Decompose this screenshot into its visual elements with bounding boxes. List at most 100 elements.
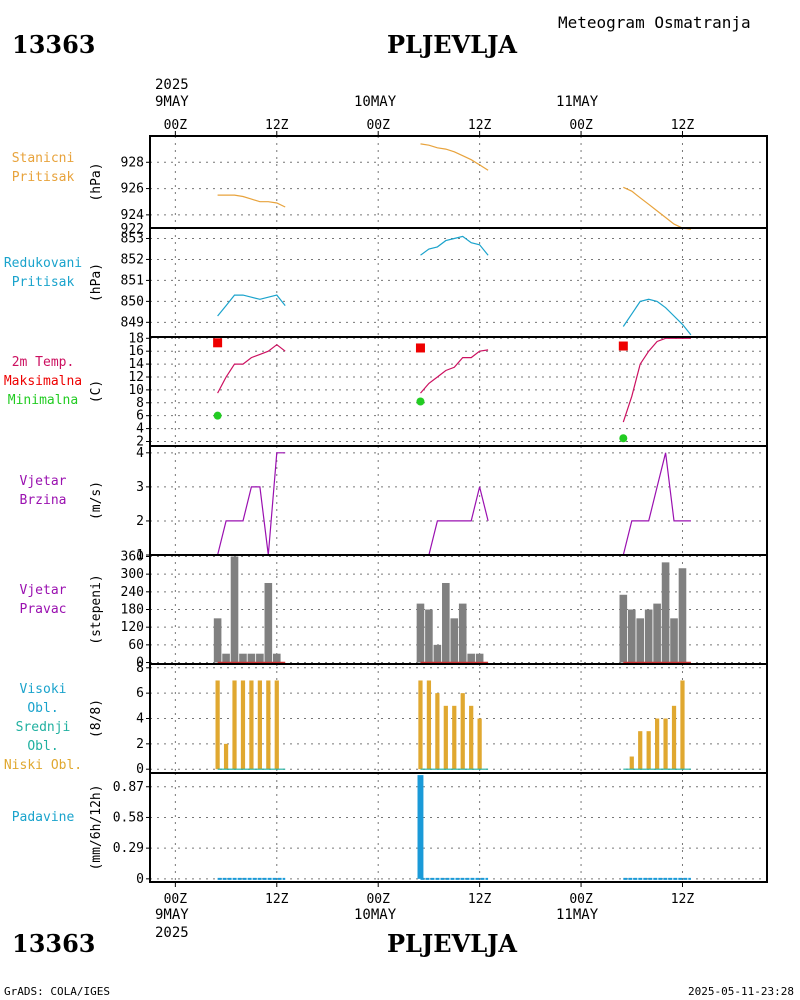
- y-tick-label: 852: [121, 252, 144, 267]
- panel-label-reduced-pressure: Redukovani Pritisak: [0, 254, 86, 292]
- y-tick-label: 1: [136, 548, 144, 563]
- bottom-hour-label: 12Z: [671, 892, 695, 907]
- cloud-bar: [469, 705, 474, 770]
- unit-label-reduced-pressure: (hPa): [89, 263, 104, 302]
- y-tick-label: 0: [136, 762, 144, 777]
- y-tick-label: 2: [136, 514, 144, 529]
- wdir-bar: [653, 603, 661, 663]
- render-timestamp: 2025-05-11-23:28: [688, 985, 794, 998]
- wdir-bar: [678, 568, 687, 663]
- y-tick-label: 0: [136, 656, 144, 671]
- y-tick-label: 60: [128, 638, 144, 653]
- unit-label-clouds: (8/8): [89, 699, 104, 738]
- tmax-marker: [618, 341, 628, 351]
- top-hour-label: 12Z: [265, 118, 289, 133]
- series-line-day2: [420, 349, 489, 394]
- cloud-bar: [655, 718, 660, 770]
- cloud-bar: [257, 680, 262, 770]
- panel-label-line: Stanicni: [11, 151, 75, 166]
- cloud-bar: [629, 756, 634, 770]
- panel-label-line: Maksimalna: [3, 374, 83, 389]
- y-tick-label: 6: [136, 409, 144, 424]
- y-tick-label: 2: [136, 434, 144, 449]
- panel-label-temperature: 2m Temp. Maksimalna Minimalna: [0, 353, 86, 410]
- bottom-day-label-11may: 11MAY: [556, 907, 599, 923]
- tmin-marker: [416, 397, 425, 406]
- wdir-bar: [272, 653, 281, 663]
- unit-label-wind-speed: (m/s): [89, 481, 104, 520]
- bottom-hour-label: 12Z: [265, 892, 289, 907]
- panel-label-line: Vjetar: [19, 473, 67, 489]
- panel-label-line: Pritisak: [11, 274, 75, 290]
- bottom-day-label-9may: 9MAY: [155, 907, 189, 923]
- wdir-bar: [213, 618, 222, 663]
- panel-frame: [149, 772, 768, 883]
- unit-label-precipitation: (mm/6h/12h): [89, 784, 104, 870]
- panel-precipitation: 0 0.29 0.58 0.87: [113, 772, 768, 887]
- cloud-bar: [215, 680, 220, 770]
- panel-label-line: Srednji Obl.: [15, 720, 71, 754]
- top-day-label-11may: 11MAY: [556, 94, 599, 110]
- y-tick-label: 850: [121, 294, 144, 309]
- panel-frame: [149, 336, 768, 447]
- station-id: 13363: [12, 30, 96, 59]
- panel-label-line: Niski Obl.: [3, 758, 83, 773]
- y-tick-label: 926: [121, 182, 144, 197]
- panel-label-precipitation: Padavine: [0, 808, 86, 827]
- tmax-marker: [213, 338, 223, 348]
- cloud-bar: [266, 680, 271, 770]
- y-tick-label: 0.87: [113, 780, 144, 795]
- wdir-bar: [433, 644, 442, 663]
- panel-label-line: Padavine: [11, 810, 75, 825]
- cloud-bar: [680, 680, 685, 770]
- unit-label-station-pressure: (hPa): [89, 162, 104, 201]
- cloud-bar: [232, 680, 237, 770]
- cloud-bar: [638, 731, 643, 770]
- precip-bar: [417, 775, 424, 879]
- panel-label-line: Redukovani: [3, 255, 83, 271]
- wdir-bar: [256, 653, 264, 663]
- y-tick-label: 4: [136, 422, 144, 437]
- cloud-bar: [443, 705, 448, 770]
- wdir-bar: [627, 609, 636, 663]
- panel-clouds: 0 2 4 6 8: [136, 661, 768, 777]
- series-line-day2: [420, 235, 489, 256]
- bottom-hour-label: 00Z: [164, 892, 188, 907]
- series-line-day3: [623, 186, 691, 230]
- panel-frame: [149, 445, 768, 556]
- panel-frame: [149, 227, 768, 338]
- y-tick-label: 4: [136, 446, 144, 461]
- top-hour-label: 12Z: [671, 118, 695, 133]
- y-tick-label: 18: [128, 331, 144, 346]
- y-tick-label: 0: [136, 872, 144, 887]
- panel-label-line: Pritisak: [11, 170, 75, 185]
- wdir-bar: [661, 562, 670, 663]
- y-tick-label: 300: [121, 567, 144, 582]
- panel-label-station-pressure: Stanicni Pritisak: [0, 149, 86, 187]
- cloud-bar: [435, 693, 440, 770]
- wdir-bar: [264, 582, 273, 663]
- series-line-day3: [622, 298, 692, 336]
- wdir-bar: [619, 594, 628, 663]
- wdir-bar: [450, 618, 459, 663]
- panel-frame: [149, 135, 768, 229]
- unit-label-temperature: (C): [89, 380, 104, 403]
- y-tick-label: 180: [121, 603, 144, 618]
- y-tick-label: 924: [121, 208, 145, 223]
- cloud-bar: [223, 743, 229, 770]
- tmax-marker: [415, 343, 425, 353]
- wdir-bar: [458, 603, 467, 663]
- cloud-bar: [646, 731, 651, 770]
- top-year-label: 2025: [155, 77, 189, 93]
- meteogram-subtitle: Meteogram Osmatranja: [558, 13, 751, 32]
- y-tick-label: 851: [121, 273, 144, 288]
- y-tick-label: 849: [121, 315, 144, 330]
- cloud-bar: [477, 718, 482, 770]
- series-line-day1: [217, 294, 286, 317]
- wdir-bar: [247, 653, 256, 663]
- grads-credit: GrADS: COLA/IGES: [4, 985, 110, 998]
- wdir-bar: [230, 556, 239, 663]
- y-tick-label: 12: [128, 370, 144, 385]
- panel-reduced-pressure: 849 850 851 852 853: [121, 227, 768, 338]
- cloud-bar: [426, 680, 432, 770]
